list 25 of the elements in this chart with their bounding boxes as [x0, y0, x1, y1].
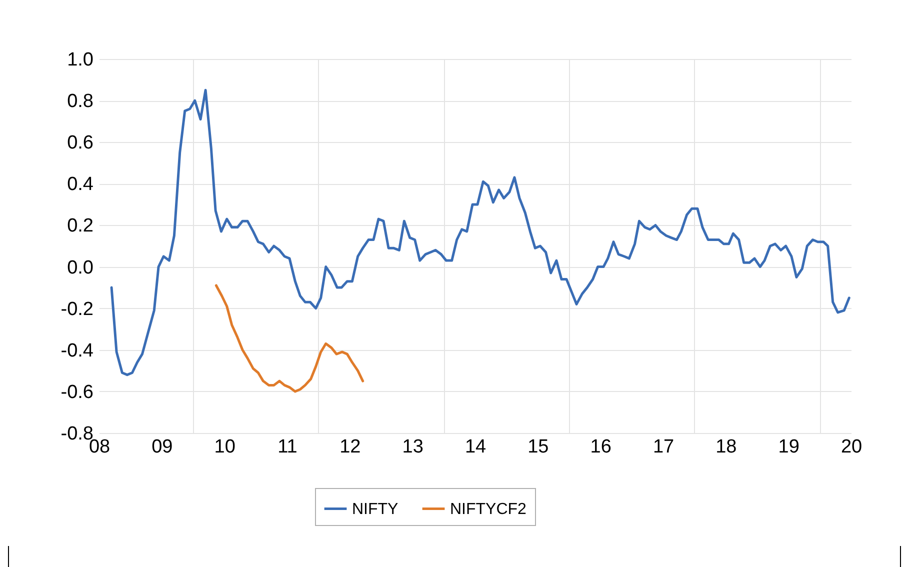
- legend-label: NIFTYCF2: [450, 500, 527, 518]
- y-tick-label: 0.6: [67, 132, 94, 154]
- y-tick-label: -0.4: [60, 340, 94, 362]
- y-tick-label: -0.2: [60, 298, 94, 320]
- x-tick-label: 09: [152, 436, 173, 458]
- x-tick-label: 10: [214, 436, 236, 458]
- x-tick-label: 18: [716, 436, 737, 458]
- y-tick-label: 0.8: [67, 91, 94, 112]
- x-tick-label: 15: [528, 436, 549, 458]
- x-tick-label: 20: [840, 436, 862, 458]
- x-tick-label: 16: [590, 436, 612, 458]
- x-tick-label: 12: [340, 436, 361, 458]
- line-series: [110, 88, 850, 376]
- line-series: [214, 284, 364, 393]
- x-tick-label: 13: [402, 436, 424, 458]
- legend-label: NIFTY: [352, 500, 399, 518]
- x-tick-label: 14: [464, 436, 486, 458]
- x-tick-label: 11: [278, 436, 298, 458]
- y-tick-label: 0.4: [67, 174, 94, 196]
- y-tick-label: 1.0: [67, 50, 94, 70]
- y-tick-label: -0.6: [60, 382, 94, 403]
- x-tick-label: 17: [652, 436, 674, 458]
- y-tick-label: 0.2: [67, 216, 94, 237]
- x-tick-label: 19: [778, 436, 800, 458]
- y-tick-label: 0.0: [67, 257, 94, 278]
